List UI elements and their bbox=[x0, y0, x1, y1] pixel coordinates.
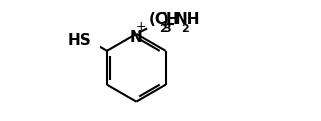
Text: (CH: (CH bbox=[148, 12, 179, 27]
Text: HS: HS bbox=[67, 33, 91, 48]
Text: 2: 2 bbox=[181, 24, 189, 34]
Text: 3: 3 bbox=[164, 24, 171, 34]
Text: 2: 2 bbox=[159, 24, 166, 34]
Text: N: N bbox=[130, 30, 143, 45]
Text: ): ) bbox=[161, 12, 168, 27]
Text: NH: NH bbox=[175, 12, 200, 27]
Text: +: + bbox=[136, 20, 146, 33]
